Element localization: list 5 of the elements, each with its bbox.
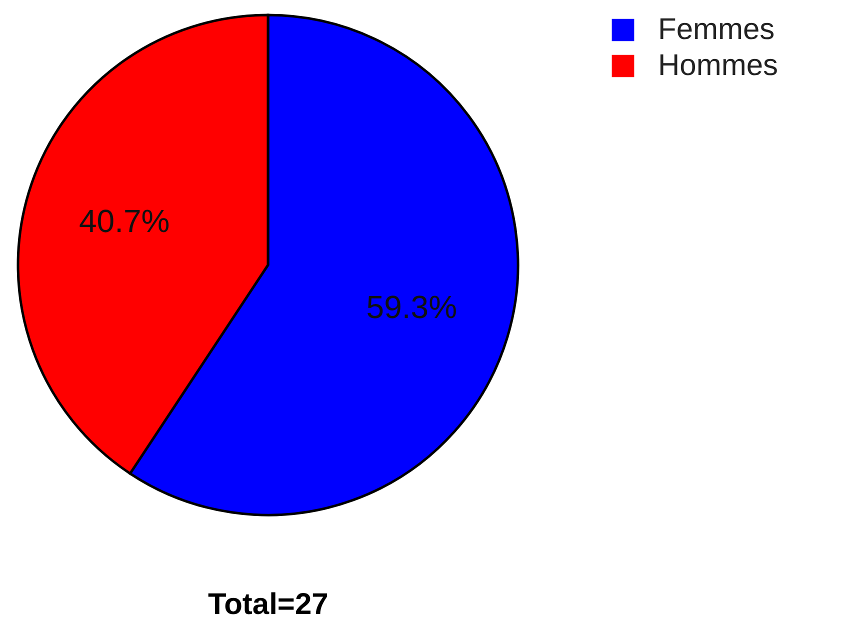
text: Total=27 <box>208 588 328 621</box>
legend-label: Hommes <box>658 49 778 82</box>
legend-label: Femmes <box>658 13 775 46</box>
data-label: 40.7% <box>78 202 170 239</box>
data-label: 59.3% <box>366 289 458 326</box>
